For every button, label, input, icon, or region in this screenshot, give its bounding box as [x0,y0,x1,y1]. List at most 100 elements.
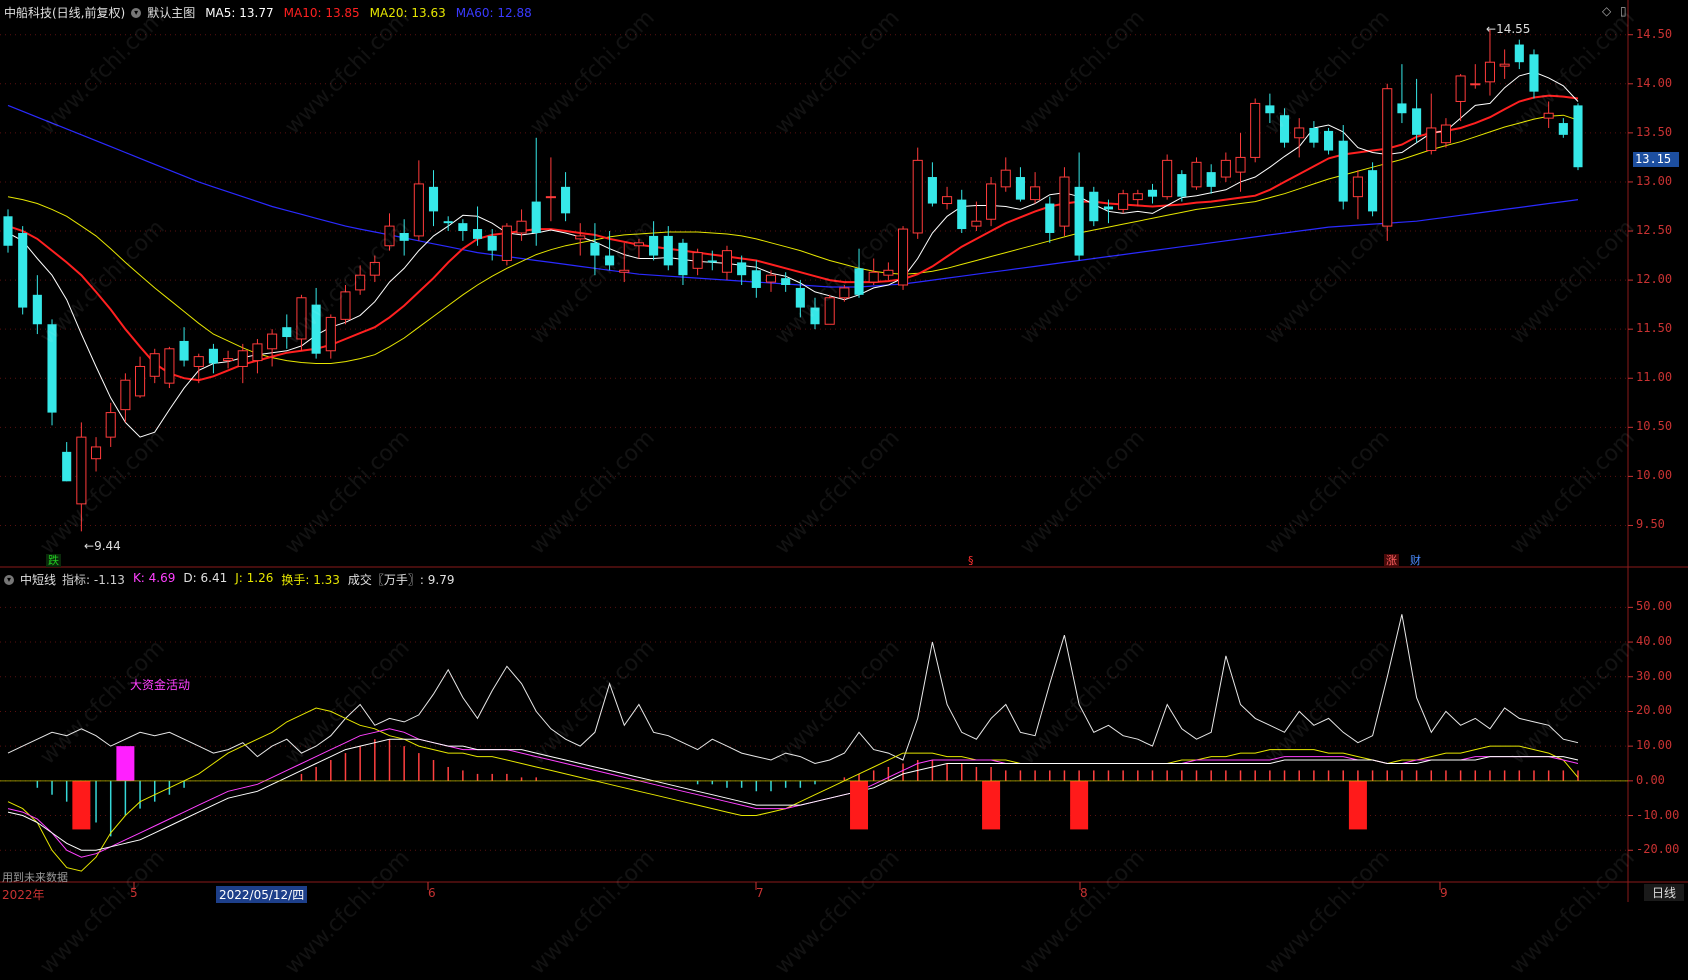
main-chart-label[interactable]: 默认主图 [147,6,196,20]
candle-body [472,229,483,239]
signal-block-red [850,780,869,830]
indicator-name[interactable]: 中短线 [20,573,57,587]
candle-body [839,287,850,299]
candle-body [795,287,805,308]
candle-body [1558,123,1568,135]
candle-body [487,235,497,251]
indicator-value-2: D: 6.41 [183,571,228,585]
candle-body [619,269,630,273]
price-tick-label: 10.00 [1636,468,1673,483]
indicator-tick-label: 10.00 [1636,738,1673,753]
candle-body [590,242,600,256]
event-badge-finance[interactable]: 财 [1410,554,1421,567]
candle-body [1426,127,1437,152]
big-fund-label: 大资金活动 [130,678,191,692]
event-badge-rise[interactable]: 涨 [1384,554,1399,567]
candle-body [751,270,761,288]
candle-body [692,252,703,269]
x-label-year: 2022年 [2,888,45,902]
event-badge-section[interactable]: § [968,554,974,567]
price-tick-label: 11.00 [1636,370,1673,385]
candle-body [1265,105,1275,114]
indicator-tick-label: 20.00 [1636,703,1673,718]
chevron-down-icon[interactable]: ▾ [4,574,14,585]
high-price-label: ←14.55 [1486,22,1531,36]
candle-body [1499,63,1510,67]
candle-body [942,196,953,205]
period-button[interactable]: 日线 [1644,884,1685,901]
current-price-tag: 13.15 [1633,152,1680,167]
ma20-value: MA20: 13.63 [369,5,446,20]
candle-body [1045,203,1055,233]
candle-body [149,353,160,377]
candle-body [575,235,586,240]
indicator-tick-label: 30.00 [1636,668,1673,683]
candle-body [897,228,909,286]
candle-body [1103,206,1114,210]
candle-body [854,268,864,295]
price-tick-label: 12.50 [1636,223,1673,238]
candle-body [325,316,336,352]
candle-body [1412,108,1422,135]
pin-icon[interactable]: ▯ [1620,4,1627,18]
indicator-tick-label: 40.00 [1636,634,1673,649]
x-label-aug: 8 [1080,886,1088,900]
candle-body [18,232,28,308]
candle-body [1309,127,1319,143]
event-badge-fall[interactable]: 跌 [46,554,61,567]
symbol-title: 中船科技(日线,前复权) [4,6,126,20]
candle-body [605,255,615,266]
candle-body [1397,103,1407,114]
price-tick-label: 14.00 [1636,75,1673,90]
stock-chart[interactable] [0,0,1688,902]
chevron-down-icon[interactable]: ▾ [131,7,142,18]
candle-body [1514,44,1524,63]
indicator-value-0: 指标: -1.13 [62,573,125,587]
candle-body [1191,161,1202,188]
candle-body [561,186,571,214]
candle-body [1162,159,1173,198]
candle-body [193,356,204,367]
candle-body [3,216,13,246]
ma5-value: MA5: 13.77 [205,5,274,20]
candle-body [868,271,879,283]
candle-body [164,348,175,384]
candle-body [1089,191,1099,222]
candle-body [883,269,894,276]
candle-body [1250,102,1261,158]
candle-body [1279,115,1290,143]
candle-body [1030,186,1041,201]
price-tick-label: 13.50 [1636,124,1673,139]
candle-body [90,446,102,460]
candle-body [62,451,72,482]
candle-body [135,365,146,397]
ma10-value: MA10: 13.85 [283,5,360,20]
candle-body [355,274,366,291]
candle-body [296,297,307,340]
candle-body [1177,174,1187,197]
future-data-warning: 用到未来数据 [2,871,68,884]
signal-block-red [982,780,1001,830]
candle-body [47,324,57,413]
candle-body [1529,54,1539,92]
candle-body [208,348,218,364]
candle-body [384,225,395,247]
signal-block-red [72,780,91,830]
price-tick-label: 12.00 [1636,272,1673,287]
signal-block-red [1348,780,1367,830]
candle-body [237,350,248,367]
candle-body [1368,170,1378,212]
candle-body [223,358,234,362]
candle-body [721,250,733,273]
candle-body [1220,159,1231,178]
diamond-icon[interactable]: ◇ [1602,4,1612,18]
indicator-tick-label: 50.00 [1636,599,1673,614]
candle-body [282,327,292,338]
candle-body [428,186,439,212]
price-tick-label: 9.50 [1636,517,1665,532]
main-chart-header: 中船科技(日线,前复权) ▾ 默认主图 MA5: 13.77 MA10: 13.… [4,4,532,21]
candle-body [76,436,87,505]
candle-body [458,223,468,232]
candle-body [1015,177,1025,200]
candle-body [120,379,131,411]
